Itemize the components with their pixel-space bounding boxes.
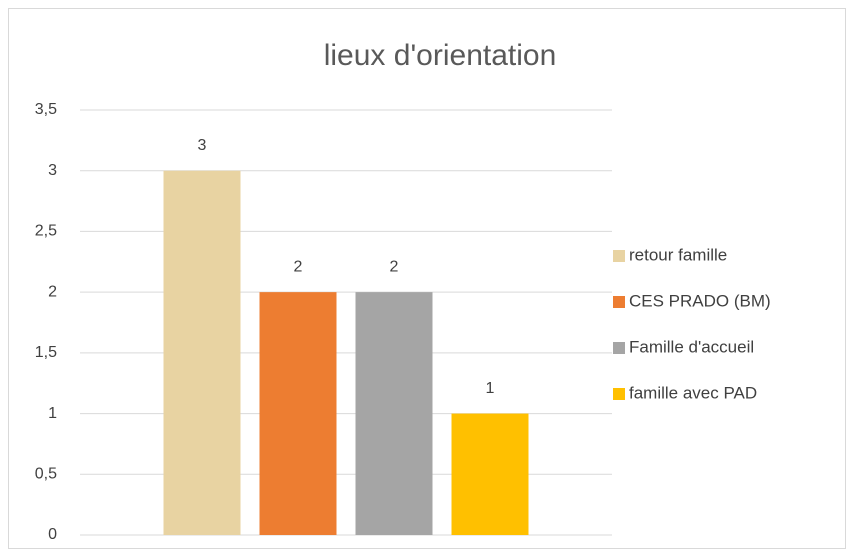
- legend-swatch: [613, 388, 625, 400]
- bar: [163, 170, 241, 535]
- y-tick-label: 0,5: [35, 466, 57, 483]
- legend-swatch: [613, 250, 625, 262]
- legend-swatch: [613, 342, 625, 354]
- legend-label: retour famille: [629, 245, 727, 264]
- bar: [355, 292, 433, 535]
- y-tick-label: 0: [48, 526, 57, 543]
- y-tick-label: 2: [48, 283, 57, 300]
- legend-label: famille avec PAD: [629, 383, 757, 402]
- y-tick-label: 1: [48, 405, 57, 422]
- y-tick-label: 3: [48, 162, 57, 179]
- y-tick-label: 2,5: [35, 223, 57, 240]
- legend-swatch: [613, 296, 625, 308]
- y-tick-label: 3,5: [35, 101, 57, 118]
- bar: [451, 413, 529, 535]
- y-tick-label: 1,5: [35, 344, 57, 361]
- data-label: 2: [294, 258, 303, 275]
- data-label: 1: [486, 380, 495, 397]
- chart-title: lieux d'orientation: [324, 39, 557, 72]
- legend-label: CES PRADO (BM): [629, 291, 771, 310]
- bar: [259, 292, 337, 535]
- data-label: 3: [198, 137, 207, 154]
- data-label: 2: [390, 258, 399, 275]
- legend-label: Famille d'accueil: [629, 337, 754, 356]
